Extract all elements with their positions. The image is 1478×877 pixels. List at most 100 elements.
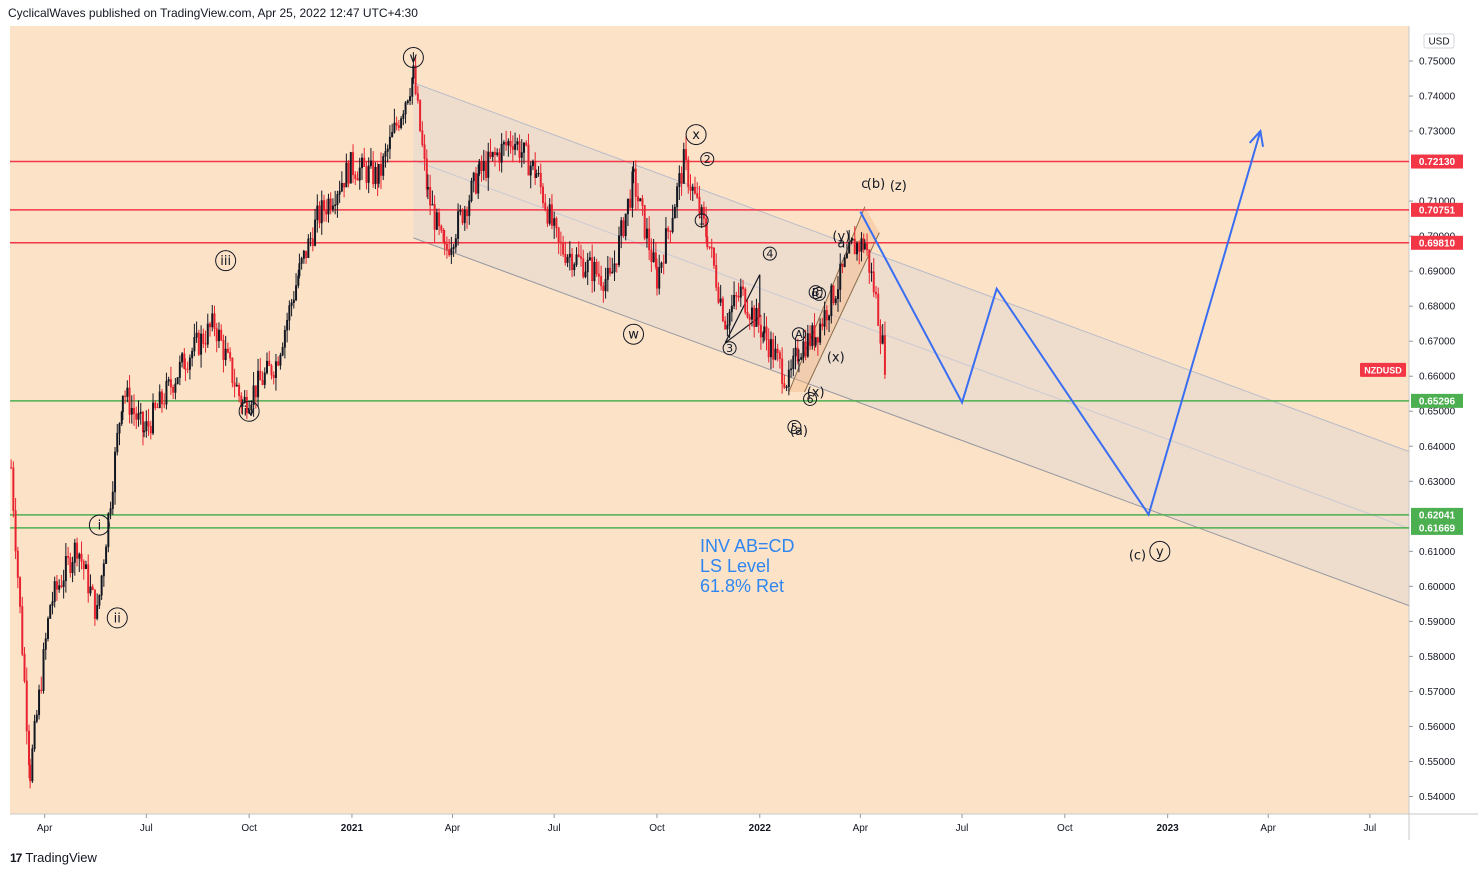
- currency-label: USD: [1428, 37, 1449, 48]
- price-tag-bg: [1411, 520, 1463, 535]
- y-tick-label: 0.69000: [1419, 267, 1456, 278]
- wave-label-(x): (x): [827, 350, 845, 365]
- wave-circle-B: [808, 285, 823, 300]
- y-tick-label: 0.65000: [1419, 407, 1456, 418]
- brand-label: TradingView: [25, 850, 97, 865]
- price-tag-bg: [1411, 507, 1463, 522]
- publisher-line: CyclicalWaves published on TradingView.c…: [8, 6, 418, 20]
- wave-label-(y): (y): [832, 230, 850, 245]
- y-tick-label: 0.60000: [1419, 582, 1456, 593]
- wave-circle-ii: [106, 607, 128, 629]
- wave-label-(z): (z): [890, 179, 907, 194]
- annotation-line-2: LS Level: [700, 556, 770, 576]
- wave-label-y: y: [1156, 545, 1164, 560]
- y-tick-label: 0.58000: [1419, 652, 1456, 663]
- wave-label-(c): (c): [1129, 548, 1146, 563]
- wave-circle-x: [685, 124, 707, 146]
- wave-circle-2: [700, 152, 715, 167]
- wave-label-w: w: [628, 328, 639, 343]
- x-tick-label: Jul: [140, 823, 153, 834]
- price-tag-0.61669: 0.61669: [1411, 520, 1463, 535]
- wave-label-iii: iii: [220, 254, 231, 269]
- wave-label-i: i: [98, 519, 102, 534]
- y-tick-label: 0.59000: [1419, 617, 1456, 628]
- wave-circle-A: [791, 327, 806, 342]
- symbol-tag-label: NZDUSD: [1364, 365, 1402, 375]
- x-tick-label: Apr: [1260, 823, 1276, 834]
- wave-label-c: c: [861, 177, 868, 192]
- x-tick-label: 2023: [1157, 823, 1180, 834]
- channel-median-line: [413, 159, 1410, 530]
- wave-label-2: 2: [704, 153, 711, 166]
- y-tick-label: 0.57000: [1419, 687, 1456, 698]
- wave-circle-C: [812, 286, 827, 301]
- price-tag-text: 0.69810: [1419, 238, 1456, 249]
- x-tick-label: Apr: [445, 823, 461, 834]
- wave-circle-y: [1149, 540, 1171, 562]
- wave-circle-6: [803, 391, 818, 406]
- channel-upper-line: [413, 82, 1410, 452]
- price-tag-text: 0.72130: [1419, 157, 1456, 168]
- price-tag-text: 0.65296: [1419, 396, 1456, 407]
- wave-circle-i: [88, 514, 110, 536]
- y-tick-label: 0.74000: [1419, 92, 1456, 103]
- wave-label-C: C: [815, 288, 823, 301]
- candles: [10, 52, 886, 789]
- projection-path: [859, 130, 1262, 517]
- y-tick-label: 0.63000: [1419, 477, 1456, 488]
- y-tick-label: 0.73000: [1419, 127, 1456, 138]
- currency-badge: [1423, 33, 1455, 49]
- price-tag-0.65296: 0.65296: [1411, 393, 1463, 408]
- y-tick-label: 0.75000: [1419, 57, 1456, 68]
- wave-label-v: v: [410, 51, 418, 66]
- wave-circle-w: [623, 323, 645, 345]
- wave-circle-iii: [215, 250, 237, 272]
- x-tick-label: Jul: [1363, 823, 1376, 834]
- wave-label-(a): (a): [790, 424, 808, 439]
- y-tick-label: 0.71000: [1419, 197, 1456, 208]
- x-tick-label: 2022: [749, 823, 772, 834]
- tradingview-logo-icon: 17: [10, 850, 22, 865]
- x-tick-label: Oct: [649, 823, 665, 834]
- wave-circle-4: [762, 246, 777, 261]
- y-tick-label: 0.67000: [1419, 337, 1456, 348]
- x-tick-label: 2021: [341, 823, 364, 834]
- symbol-tag-bg: [1360, 362, 1406, 377]
- y-tick-label: 0.68000: [1419, 302, 1456, 313]
- price-tag-bg: [1411, 154, 1463, 169]
- wave-label-6: 6: [807, 393, 814, 406]
- wave-label-1: 1: [698, 214, 705, 227]
- price-tag-bg: [1411, 235, 1463, 250]
- wave-label-iv: iv: [243, 405, 255, 420]
- x-tick-label: Oct: [241, 823, 257, 834]
- annotation-line-3: 61.8% Ret: [700, 576, 784, 596]
- wave-circle-3: [722, 341, 737, 356]
- y-tick-label: 0.66000: [1419, 372, 1456, 383]
- wave-label-x: x: [692, 128, 700, 143]
- wave-label-5: 5: [791, 421, 798, 434]
- footer-brand: 17 TradingView: [10, 850, 97, 865]
- y-tick-label: 0.56000: [1419, 722, 1456, 733]
- x-tick-label: Apr: [37, 823, 53, 834]
- y-tick-label: 0.64000: [1419, 442, 1456, 453]
- price-tag-text: 0.70751: [1419, 205, 1456, 216]
- price-tag-text: 0.61669: [1419, 523, 1456, 534]
- price-tag-bg: [1411, 202, 1463, 217]
- price-tag-0.62041: 0.62041: [1411, 507, 1463, 522]
- wave-label-ii: ii: [114, 611, 121, 626]
- annotation-line-1: INV AB=CD: [700, 536, 795, 556]
- price-tag-bg: [1411, 393, 1463, 408]
- wave-circle-v: [402, 47, 424, 69]
- price-tag-text: 0.62041: [1419, 510, 1456, 521]
- x-tick-label: Jul: [548, 823, 561, 834]
- wave-label-A: A: [795, 328, 803, 341]
- y-tick-label: 0.54000: [1419, 792, 1456, 803]
- wave-circle-iv: [238, 400, 260, 422]
- wave-label-4: 4: [766, 248, 773, 261]
- price-tag-0.72130: 0.72130: [1411, 154, 1463, 169]
- channel-lower-line: [413, 237, 1410, 607]
- wave-circle-5: [787, 420, 802, 435]
- wave-label-B: B: [812, 286, 820, 299]
- wave-label-3: 3: [726, 342, 733, 355]
